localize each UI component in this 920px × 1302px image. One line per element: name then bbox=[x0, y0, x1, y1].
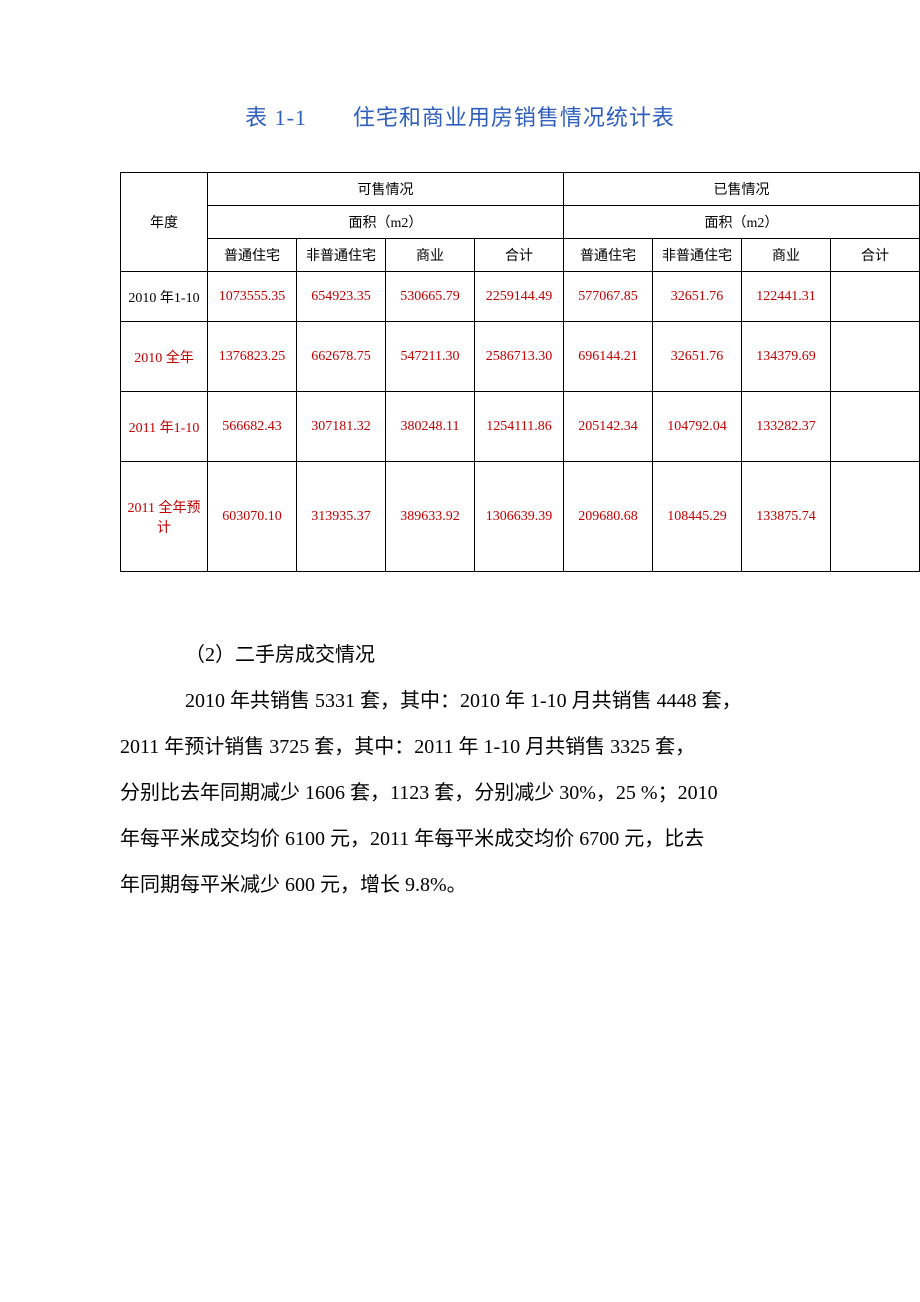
cell: 133875.74 bbox=[742, 462, 831, 572]
cell: 577067.85 bbox=[564, 272, 653, 322]
paragraph-line: 年每平米成交均价 6100 元，2011 年每平米成交均价 6700 元，比去 bbox=[120, 816, 800, 862]
col-header-year: 年度 bbox=[121, 173, 208, 272]
paragraph-line: 2011 年预计销售 3725 套，其中：2011 年 1-10 月共销售 33… bbox=[120, 724, 800, 770]
cell: 696144.21 bbox=[564, 322, 653, 392]
col-header-c4: 合计 bbox=[475, 239, 564, 272]
col-header-c8: 合计 bbox=[831, 239, 920, 272]
cell: 1254111.86 bbox=[475, 392, 564, 462]
cell: 380248.11 bbox=[386, 392, 475, 462]
cell bbox=[831, 272, 920, 322]
cell: 654923.35 bbox=[297, 272, 386, 322]
table-header-row-3: 普通住宅 非普通住宅 商业 合计 普通住宅 非普通住宅 商业 合计 bbox=[121, 239, 920, 272]
cell: 104792.04 bbox=[653, 392, 742, 462]
sales-statistics-table: 年度 可售情况 已售情况 面积（m2） 面积（m2） 普通住宅 非普通住宅 商业… bbox=[120, 172, 920, 572]
col-header-available: 可售情况 bbox=[208, 173, 564, 206]
cell-year: 2011 年1-10 bbox=[121, 392, 208, 462]
cell: 2586713.30 bbox=[475, 322, 564, 392]
col-header-area-available: 面积（m2） bbox=[208, 206, 564, 239]
paragraph-heading: （2）二手房成交情况 bbox=[185, 632, 800, 678]
paragraph-line: 分别比去年同期减少 1606 套，1123 套，分别减少 30%，25 %；20… bbox=[120, 770, 800, 816]
col-header-area-sold: 面积（m2） bbox=[564, 206, 920, 239]
document-page: 表 1-1 住宅和商业用房销售情况统计表 年度 可售情况 已售情况 面积（m2）… bbox=[0, 0, 920, 908]
cell-year: 2010 年1-10 bbox=[121, 272, 208, 322]
cell: 205142.34 bbox=[564, 392, 653, 462]
table-header-row-1: 年度 可售情况 已售情况 bbox=[121, 173, 920, 206]
paragraph-line: 年同期每平米减少 600 元，增长 9.8%。 bbox=[120, 862, 800, 908]
cell: 530665.79 bbox=[386, 272, 475, 322]
col-header-sold: 已售情况 bbox=[564, 173, 920, 206]
table-row: 2011 年1-10 566682.43 307181.32 380248.11… bbox=[121, 392, 920, 462]
cell: 1073555.35 bbox=[208, 272, 297, 322]
cell bbox=[831, 322, 920, 392]
col-header-c5: 普通住宅 bbox=[564, 239, 653, 272]
cell: 133282.37 bbox=[742, 392, 831, 462]
cell: 566682.43 bbox=[208, 392, 297, 462]
cell: 662678.75 bbox=[297, 322, 386, 392]
col-header-c6: 非普通住宅 bbox=[653, 239, 742, 272]
table-row: 2010 全年 1376823.25 662678.75 547211.30 2… bbox=[121, 322, 920, 392]
cell: 307181.32 bbox=[297, 392, 386, 462]
cell: 1376823.25 bbox=[208, 322, 297, 392]
cell-year: 2010 全年 bbox=[121, 322, 208, 392]
cell-year: 2011 全年预计 bbox=[121, 462, 208, 572]
body-text-block: （2）二手房成交情况 2010 年共销售 5331 套，其中：2010 年 1-… bbox=[185, 632, 800, 908]
cell bbox=[831, 462, 920, 572]
cell: 603070.10 bbox=[208, 462, 297, 572]
cell: 108445.29 bbox=[653, 462, 742, 572]
table-row: 2010 年1-10 1073555.35 654923.35 530665.7… bbox=[121, 272, 920, 322]
cell: 389633.92 bbox=[386, 462, 475, 572]
table-title: 表 1-1 住宅和商业用房销售情况统计表 bbox=[0, 100, 920, 132]
paragraph-line: 2010 年共销售 5331 套，其中：2010 年 1-10 月共销售 444… bbox=[185, 678, 800, 724]
col-header-c7: 商业 bbox=[742, 239, 831, 272]
cell: 2259144.49 bbox=[475, 272, 564, 322]
cell: 122441.31 bbox=[742, 272, 831, 322]
table-header-row-2: 面积（m2） 面积（m2） bbox=[121, 206, 920, 239]
table-container: 年度 可售情况 已售情况 面积（m2） 面积（m2） 普通住宅 非普通住宅 商业… bbox=[120, 172, 920, 572]
col-header-c1: 普通住宅 bbox=[208, 239, 297, 272]
col-header-c3: 商业 bbox=[386, 239, 475, 272]
cell: 1306639.39 bbox=[475, 462, 564, 572]
table-row: 2011 全年预计 603070.10 313935.37 389633.92 … bbox=[121, 462, 920, 572]
cell: 134379.69 bbox=[742, 322, 831, 392]
cell: 209680.68 bbox=[564, 462, 653, 572]
cell: 313935.37 bbox=[297, 462, 386, 572]
cell bbox=[831, 392, 920, 462]
cell: 32651.76 bbox=[653, 272, 742, 322]
col-header-c2: 非普通住宅 bbox=[297, 239, 386, 272]
cell: 32651.76 bbox=[653, 322, 742, 392]
cell: 547211.30 bbox=[386, 322, 475, 392]
